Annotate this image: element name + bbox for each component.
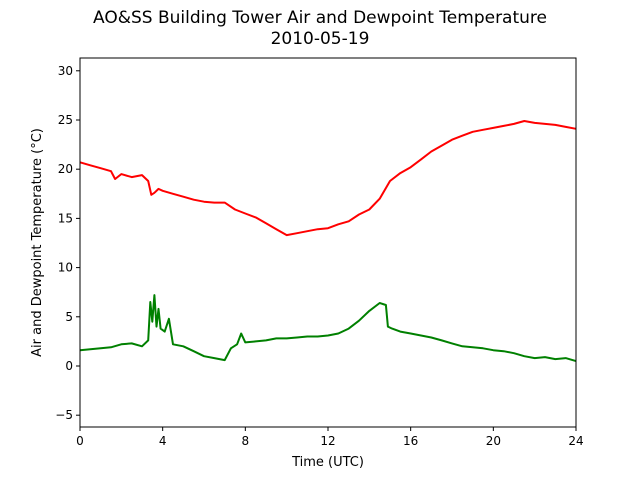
series-line-1 [79,120,577,237]
y-tick-label: 5 [65,310,73,324]
plot-frame [79,57,577,428]
chart-title: AO&SS Building Tower Air and Dewpoint Te… [92,8,547,28]
x-tick-label: 4 [159,434,167,448]
y-tick-label: 10 [58,261,73,275]
y-tick-label: −5 [55,408,73,422]
x-tick-label: 12 [320,434,335,448]
x-tick-label: 16 [403,434,418,448]
y-tick-label: 0 [65,359,73,373]
series-line-2 [79,294,577,363]
series-layer [79,120,577,363]
y-tick-label: 15 [58,211,73,225]
y-tick-label: 30 [58,64,73,78]
y-tick-label: 25 [58,113,73,127]
x-tick-label: 20 [486,434,501,448]
x-tick-label: 24 [568,434,583,448]
y-axis-label: Air and Dewpoint Temperature (°C) [30,128,45,357]
x-tick-label: 8 [242,434,250,448]
y-tick-label: 20 [58,162,73,176]
x-tick-label: 0 [76,434,84,448]
chart-subtitle: 2010-05-19 [270,29,370,49]
x-axis-label: Time (UTC) [291,455,364,470]
